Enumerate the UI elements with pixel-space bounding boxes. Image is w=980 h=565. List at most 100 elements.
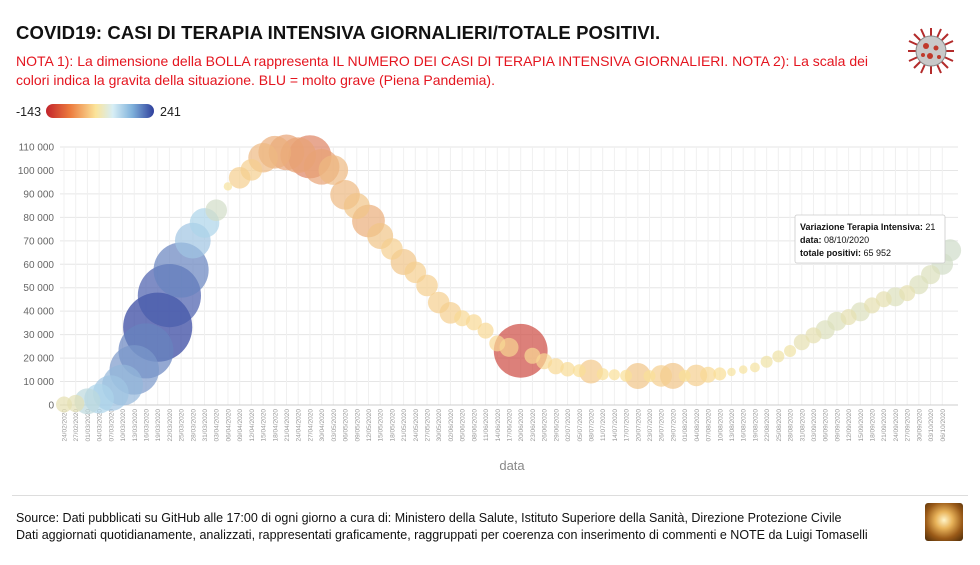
bubble-point[interactable] — [749, 362, 760, 373]
x-tick-label: 04/03/2020 — [97, 409, 104, 442]
y-tick-label: 70 000 — [23, 236, 54, 247]
x-tick-label: 14/06/2020 — [495, 409, 502, 442]
bubble-point[interactable] — [738, 365, 748, 374]
chart-area: 0 10 000 20 000 30 000 40 000 50 000 60 000 70 … — [18, 134, 962, 473]
x-tick-label: 03/04/2020 — [214, 409, 221, 442]
y-tick-label: 50 000 — [23, 283, 54, 294]
bubble-point[interactable] — [67, 394, 85, 413]
x-tick-label: 04/08/2020 — [694, 409, 701, 442]
x-tick-label: 09/09/2020 — [834, 409, 841, 442]
chart-note: NOTA 1): La dimensione della BOLLA rappr… — [16, 53, 868, 88]
bubble-point[interactable] — [620, 369, 633, 382]
bubble-point[interactable] — [223, 182, 233, 191]
x-tick-label: 28/08/2020 — [788, 409, 795, 442]
bubble-point[interactable] — [477, 322, 494, 339]
bubble-point[interactable] — [650, 365, 673, 387]
x-axis-ticks: 24/02/2020 27/02/2020 01/03/2020 04/03/2020… — [62, 409, 947, 442]
author-logo — [925, 503, 963, 541]
bubble-point[interactable] — [624, 363, 651, 389]
x-tick-label: 15/09/2020 — [858, 409, 865, 442]
y-tick-label: 90 000 — [23, 189, 54, 200]
bubble-point[interactable] — [205, 199, 228, 222]
x-tick-label: 05/07/2020 — [577, 409, 584, 442]
bubble-point[interactable] — [793, 334, 810, 351]
bubble-point[interactable] — [875, 291, 892, 308]
chart-title: COVID19: CASI DI TERAPIA INTENSIVA GIORN… — [16, 22, 661, 43]
x-tick-label: 07/03/2020 — [108, 409, 115, 442]
bubble-point[interactable] — [240, 159, 263, 181]
bubble-point[interactable] — [579, 359, 603, 384]
x-tick-label: 09/05/2020 — [354, 409, 361, 442]
bubble-point[interactable] — [493, 323, 548, 378]
bubble-point[interactable] — [381, 238, 403, 260]
bubble-point[interactable] — [416, 274, 438, 297]
bubble-point[interactable] — [489, 335, 506, 352]
x-tick-label: 22/08/2020 — [764, 409, 771, 442]
x-tick-label: 21/09/2020 — [881, 409, 888, 442]
x-tick-label: 18/04/2020 — [272, 409, 279, 442]
x-tick-label: 30/09/2020 — [916, 409, 923, 442]
x-tick-label: 20/06/2020 — [518, 409, 525, 442]
bubble-point[interactable] — [784, 344, 797, 357]
bubble-point[interactable] — [899, 285, 916, 302]
tooltip-value-1: 21 — [925, 222, 935, 232]
y-tick-label: 10 000 — [23, 377, 54, 388]
tooltip-label-1: Variazione Terapia Intensiva: — [800, 222, 923, 232]
bubble-point[interactable] — [864, 297, 881, 314]
bubble-point[interactable] — [572, 364, 586, 378]
bubble-point[interactable] — [318, 155, 349, 185]
bubble-point[interactable] — [547, 358, 564, 375]
bubble-point[interactable] — [727, 367, 736, 377]
x-tick-label: 15/04/2020 — [261, 409, 268, 442]
x-tick-label: 06/04/2020 — [225, 409, 232, 442]
x-axis-label: data — [499, 458, 525, 473]
y-tick-label: 30 000 — [23, 330, 54, 341]
bubble-point[interactable] — [343, 193, 370, 219]
x-tick-label: 25/03/2020 — [179, 409, 186, 442]
x-tick-label: 24/09/2020 — [893, 409, 900, 442]
color-scale-min-label: -143 — [16, 105, 42, 119]
x-tick-label: 01/03/2020 — [85, 409, 92, 442]
source-text: Source: Dati pubblicati su GitHub alle 1… — [16, 510, 868, 544]
bubble-series — [56, 134, 962, 415]
x-tick-label: 03/09/2020 — [811, 409, 818, 442]
x-tick-label: 12/05/2020 — [366, 409, 373, 442]
x-tick-label: 10/03/2020 — [120, 409, 127, 442]
bubble-point[interactable] — [840, 309, 857, 326]
x-tick-label: 27/02/2020 — [73, 409, 80, 442]
bubble-point[interactable] — [608, 369, 620, 381]
x-tick-label: 21/04/2020 — [284, 409, 291, 442]
bubble-point[interactable] — [805, 327, 822, 344]
bubble-point[interactable] — [643, 370, 656, 383]
bubble-point[interactable] — [465, 314, 482, 331]
bubble-point[interactable] — [772, 350, 785, 363]
source-line-2: Dati aggiornati quotidianamente, analizz… — [16, 528, 868, 542]
bubble-point[interactable] — [560, 361, 575, 377]
x-tick-label: 29/07/2020 — [670, 409, 677, 442]
x-tick-label: 25/08/2020 — [776, 409, 783, 442]
x-tick-label: 19/03/2020 — [155, 409, 162, 442]
svg-text:data: 08/10/2020: data: 08/10/2020 — [800, 235, 869, 245]
bubble-point[interactable] — [760, 355, 773, 368]
x-tick-label: 27/09/2020 — [905, 409, 912, 442]
source-line-1: Source: Dati pubblicati su GitHub alle 1… — [16, 511, 842, 525]
bubble-point[interactable] — [713, 367, 727, 381]
x-tick-label: 16/03/2020 — [143, 409, 150, 442]
bubble-point[interactable] — [596, 368, 609, 381]
x-tick-label: 24/04/2020 — [296, 409, 303, 442]
y-tick-label: 80 000 — [23, 213, 54, 224]
bubble-point[interactable] — [56, 396, 72, 413]
bubble-point[interactable] — [921, 265, 941, 285]
x-tick-label: 28/03/2020 — [190, 409, 197, 442]
x-tick-label: 31/03/2020 — [202, 409, 209, 442]
x-tick-label: 26/07/2020 — [659, 409, 666, 442]
x-tick-label: 14/07/2020 — [612, 409, 619, 442]
x-tick-label: 19/08/2020 — [752, 409, 759, 442]
x-tick-label: 06/05/2020 — [343, 409, 350, 442]
bubble-point[interactable] — [678, 369, 691, 382]
x-tick-label: 13/08/2020 — [729, 409, 736, 442]
bubble-point[interactable] — [700, 366, 717, 383]
x-tick-label: 26/06/2020 — [542, 409, 549, 442]
x-tick-label: 12/09/2020 — [846, 409, 853, 442]
x-tick-label: 29/06/2020 — [553, 409, 560, 442]
